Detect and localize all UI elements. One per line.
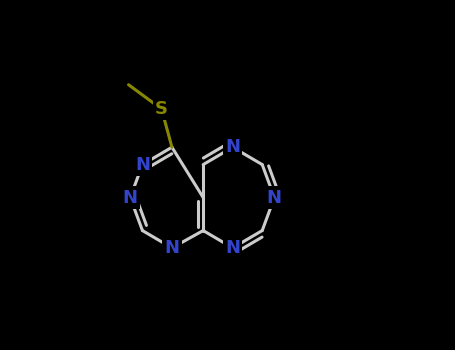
Text: N: N bbox=[123, 189, 138, 206]
Text: N: N bbox=[164, 239, 179, 257]
Text: S: S bbox=[155, 100, 168, 118]
Text: N: N bbox=[135, 156, 150, 174]
Text: N: N bbox=[225, 239, 240, 257]
Text: N: N bbox=[225, 138, 240, 156]
Text: N: N bbox=[267, 189, 282, 206]
